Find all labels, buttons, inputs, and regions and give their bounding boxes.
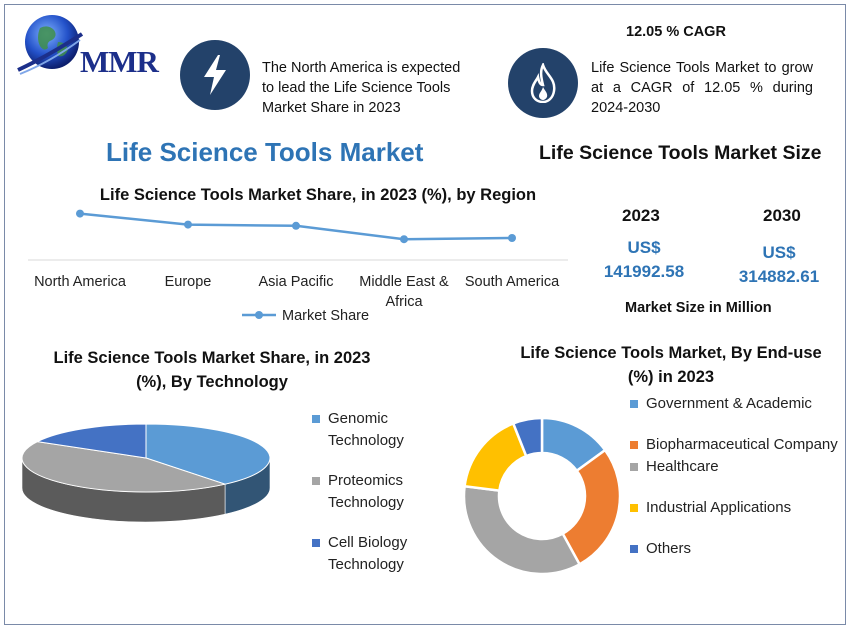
globe-logo-icon xyxy=(14,12,84,82)
market-size-unit: Market Size in Million xyxy=(625,300,772,316)
slice-cell-biology-technology xyxy=(35,423,147,459)
technology-legend: Genomic Technology Proteomics Technology C… xyxy=(312,408,442,594)
currency-2023: US$ xyxy=(627,238,661,257)
legend-item-biopharmaceutical-company: Biopharmaceutical Company xyxy=(630,434,842,456)
legend-swatch xyxy=(630,441,638,449)
region-chart-title: Life Science Tools Market Share, in 2023… xyxy=(99,186,537,204)
legend-swatch xyxy=(312,539,320,547)
legend-item-industrial-applications: Industrial Applications xyxy=(630,497,842,519)
legend-swatch xyxy=(630,463,638,471)
region-line-chart: North America Europe Asia Pacific Middle Ea… xyxy=(28,209,568,324)
value-2030: US$ 314882.61 xyxy=(727,241,831,289)
donut-slice-others xyxy=(511,416,544,458)
legend-label: Proteomics Technology xyxy=(328,472,404,511)
data-point-north-america xyxy=(76,209,84,218)
flame-icon xyxy=(508,48,578,118)
data-point-europe xyxy=(184,220,192,229)
legend-swatch xyxy=(312,415,320,423)
legend-label: Genomic Technology xyxy=(328,410,404,449)
year-2023-label: 2023 xyxy=(622,206,660,225)
enduse-chart-title: Life Science Tools Market, By End-use (%… xyxy=(520,344,822,386)
technology-pie-chart xyxy=(21,423,271,523)
donut-slice-healthcare xyxy=(462,484,582,576)
data-point-middle-east-and-africa xyxy=(400,235,408,244)
legend-label: Government & Academic xyxy=(646,395,812,412)
legend-marker xyxy=(255,311,263,319)
brand-logo-text: MMR xyxy=(80,44,159,79)
cagr-fact-text: Life Science Tools Market to grow at a C… xyxy=(591,60,813,116)
year-2030-label: 2030 xyxy=(763,206,801,225)
main-title: Life Science Tools Market xyxy=(106,137,424,167)
technology-chart-title: Life Science Tools Market Share, in 2023… xyxy=(53,349,371,391)
slice-proteomics-technology xyxy=(21,441,227,493)
infographic-frame xyxy=(4,4,846,625)
data-point-south-america xyxy=(508,234,516,242)
legend-label: Biopharmaceutical Company xyxy=(646,436,838,453)
legend-item-cell-biology-technology: Cell Biology Technology xyxy=(312,532,442,576)
slice-genomic-technology xyxy=(145,423,271,485)
legend-swatch xyxy=(630,545,638,553)
tick-label-europe: Europe xyxy=(165,274,212,290)
tick-label-middle-east-and-africa: Middle East & Africa xyxy=(359,274,449,310)
legend-label: Industrial Applications xyxy=(646,499,792,516)
legend-label: Healthcare xyxy=(646,458,719,475)
tick-label-asia-pacific: Asia Pacific xyxy=(259,274,334,290)
enduse-donut-chart xyxy=(462,416,622,576)
legend-label: Others xyxy=(646,540,692,557)
tick-label-south-america: South America xyxy=(465,274,560,290)
legend-swatch xyxy=(630,504,638,512)
legend-item-proteomics-technology: Proteomics Technology xyxy=(312,470,442,514)
legend-market-share: Market Share xyxy=(282,308,369,324)
cagr-title: 12.05 % CAGR xyxy=(626,24,726,40)
amount-2030: 314882.61 xyxy=(738,267,820,286)
legend-swatch xyxy=(630,400,638,408)
enduse-legend: Government & Academic Biopharmaceutical C… xyxy=(630,393,842,560)
legend-item-others: Others xyxy=(630,538,842,560)
tick-label-north-america: North America xyxy=(34,274,127,290)
amount-2023: 141992.58 xyxy=(603,262,685,281)
currency-2030: US$ xyxy=(762,243,796,262)
lightning-bolt-icon xyxy=(180,40,250,110)
legend-item-healthcare: Healthcare xyxy=(630,456,842,478)
data-point-asia-pacific xyxy=(292,221,300,230)
legend-item-genomic-technology: Genomic Technology xyxy=(312,408,442,452)
region-fact-text: The North America is expected to lead th… xyxy=(262,60,461,116)
market-size-title: Life Science Tools Market Size xyxy=(539,142,822,164)
value-2023: US$ 141992.58 xyxy=(592,236,696,284)
legend-swatch xyxy=(312,477,320,485)
legend-item-government-and-academic: Government & Academic xyxy=(630,393,842,415)
legend-label: Cell Biology Technology xyxy=(328,534,408,573)
